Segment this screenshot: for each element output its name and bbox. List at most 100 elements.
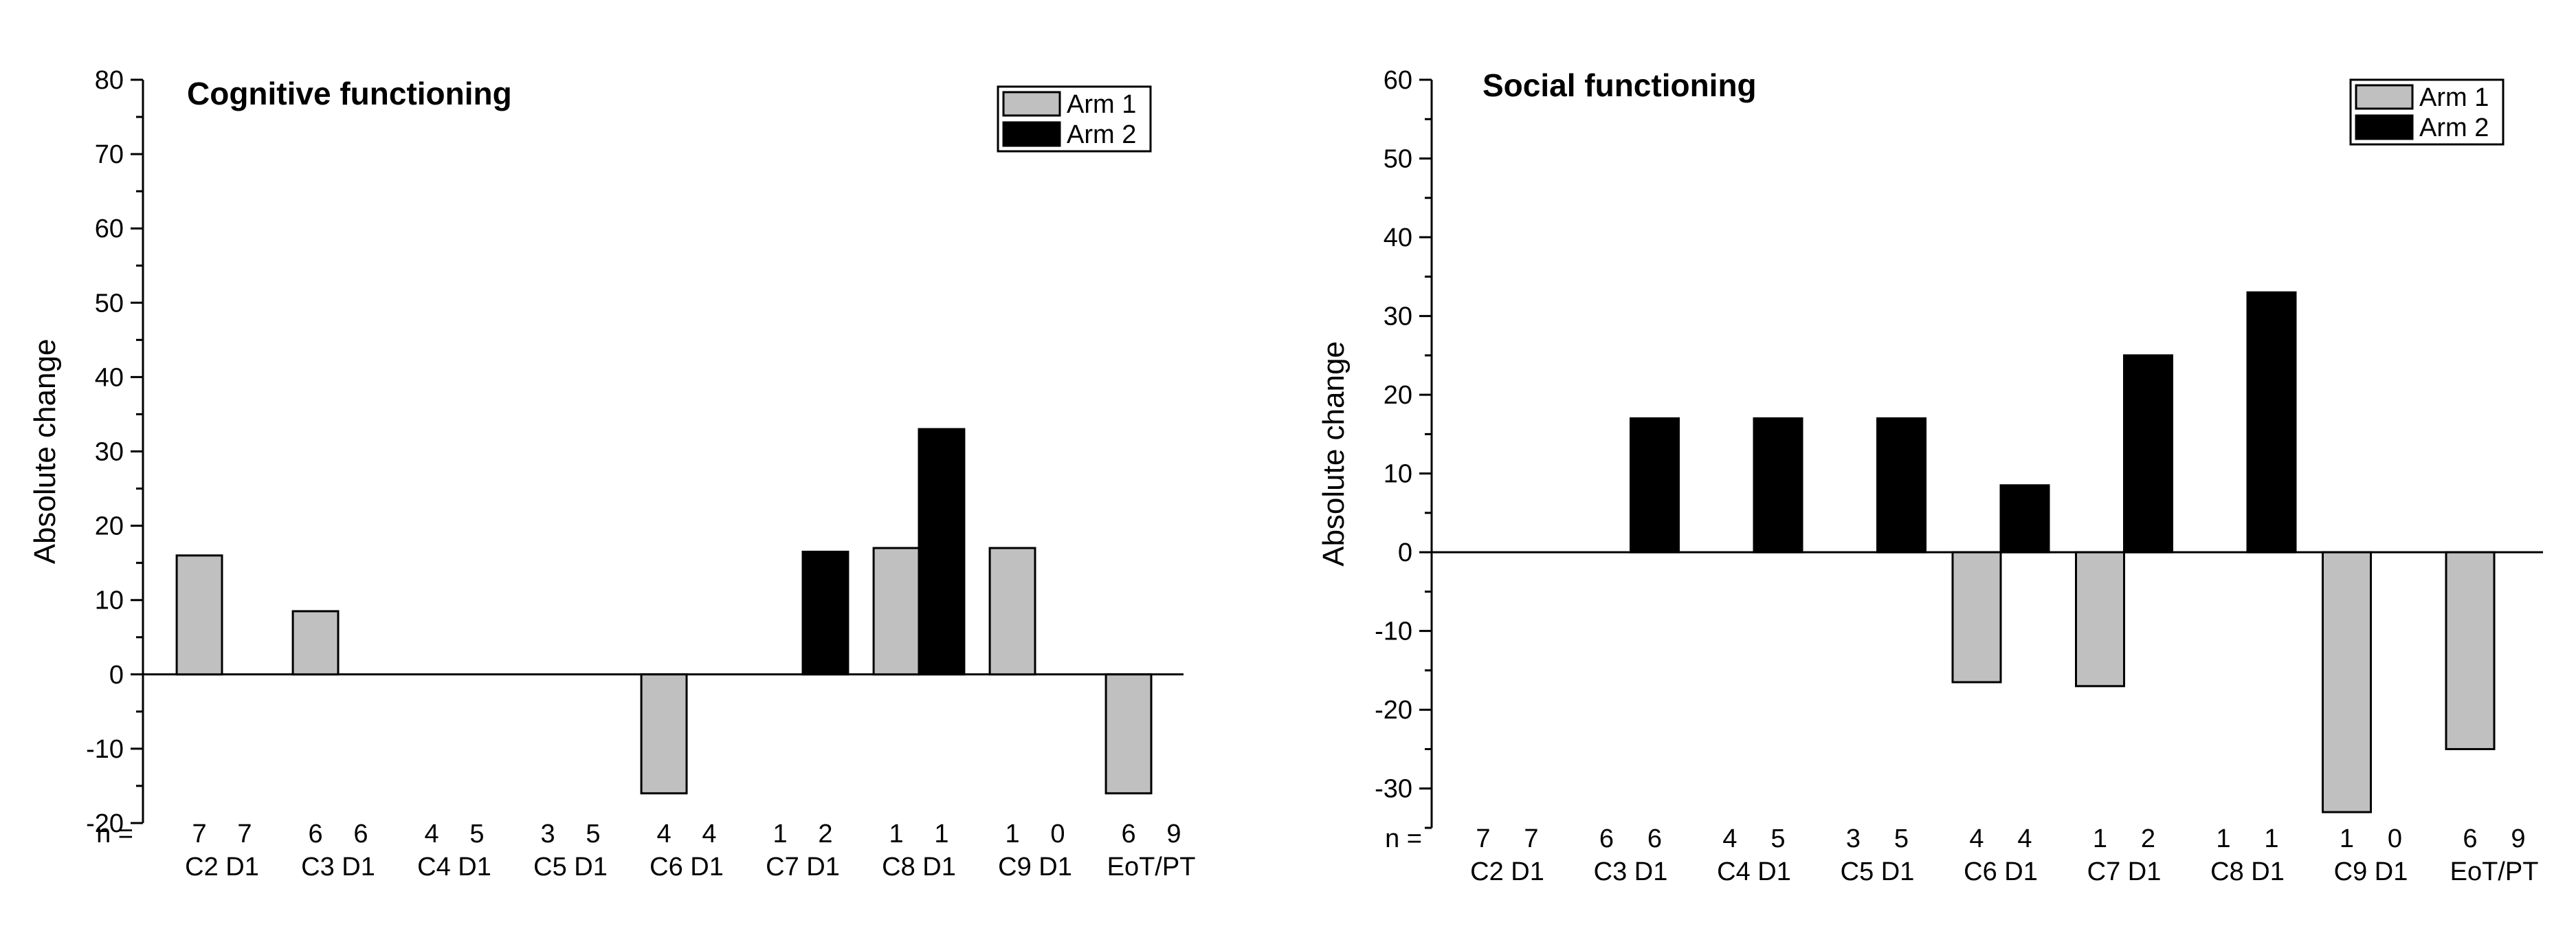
legend-label: Arm 2	[2419, 113, 2489, 142]
bar-arm-1	[291, 610, 340, 676]
n-arm1: 4	[424, 820, 438, 848]
n-arm2: 6	[1647, 824, 1662, 853]
n-arm1: 1	[2216, 824, 2230, 853]
n-arm2: 5	[586, 820, 600, 848]
bar-arm-2	[1999, 484, 2050, 554]
n-arm1: 3	[540, 820, 555, 848]
chart-title: Cognitive functioning	[187, 76, 512, 111]
legend-swatch-arm-1	[1002, 91, 1061, 117]
x-category-label: C2 D1	[185, 853, 259, 881]
y-tick-label: 20	[95, 512, 124, 541]
x-category-label: EoT/PT	[2450, 857, 2539, 886]
y-tick-label: 70	[95, 140, 124, 169]
n-arm2: 2	[818, 820, 832, 848]
y-tick-label: 50	[1384, 145, 1412, 174]
x-category-label: C2 D1	[1470, 857, 1544, 886]
legend-swatch-arm-1	[2355, 84, 2414, 110]
n-arm1: 1	[1005, 820, 1019, 848]
y-tick-label: -20	[86, 809, 124, 838]
n-arm1: 1	[889, 820, 903, 848]
n-arm2: 5	[1894, 824, 1909, 853]
n-arm1: 1	[2340, 824, 2354, 853]
y-tick-label: 60	[1384, 66, 1412, 95]
n-arm2: 6	[353, 820, 368, 848]
n-arm2: 1	[934, 820, 948, 848]
n-arm1: 6	[308, 820, 322, 848]
bar-arm-1	[872, 547, 920, 676]
x-category-label: C3 D1	[1594, 857, 1668, 886]
y-tick-label: 50	[95, 289, 124, 318]
y-tick-label: 0	[109, 661, 124, 690]
x-category-label: C9 D1	[998, 853, 1072, 881]
n-arm1: 4	[1969, 824, 1984, 853]
x-category-label: C8 D1	[2210, 857, 2285, 886]
n-arm2: 7	[237, 820, 252, 848]
n-arm1: 1	[773, 820, 787, 848]
bar-arm-1	[988, 547, 1036, 676]
n-arm1: 1	[2093, 824, 2107, 853]
bar-arm-1	[175, 554, 223, 676]
bar-arm-1	[640, 673, 688, 795]
x-category-label: C7 D1	[766, 853, 840, 881]
legend-label: Arm 1	[1067, 90, 1136, 119]
x-category-label: EoT/PT	[1107, 853, 1196, 881]
y-tick-label: 10	[1384, 460, 1412, 489]
x-category-label: C6 D1	[649, 853, 724, 881]
x-category-label: C6 D1	[1964, 857, 2038, 886]
bar-arm-2	[1753, 417, 1803, 554]
y-tick-label: 60	[95, 215, 124, 243]
n-arm2: 4	[2017, 824, 2032, 853]
legend-swatch-arm-2	[1002, 121, 1061, 147]
y-axis-label: Absolute change	[28, 339, 62, 565]
n-arm1: 3	[1846, 824, 1861, 853]
chart-panel-1: Cognitive functioning Absolute change -20 -…	[28, 66, 1195, 881]
legend-label: Arm 1	[2419, 83, 2489, 112]
chart-panel-2: Social functioning Absolute change -30 -20 -…	[1317, 66, 2543, 886]
n-arm1: 6	[1121, 820, 1135, 848]
x-category-label: C8 D1	[882, 853, 956, 881]
y-tick-label: -10	[86, 735, 124, 764]
y-tick-label: 80	[95, 66, 124, 95]
n-arm2: 4	[702, 820, 716, 848]
x-category-label: C4 D1	[417, 853, 491, 881]
n-arm1: 6	[1599, 824, 1614, 853]
bar-arm-2	[1630, 417, 1680, 554]
n-label: n =	[96, 820, 133, 848]
n-arm2: 9	[2511, 824, 2525, 853]
y-tick-label: 0	[1398, 538, 1412, 567]
bar-arm-1	[1104, 673, 1153, 795]
x-category-label: C9 D1	[2334, 857, 2408, 886]
x-category-label: C4 D1	[1717, 857, 1791, 886]
n-arm1: 4	[1722, 824, 1737, 853]
bar-arm-2	[2246, 291, 2297, 554]
n-label: n =	[1385, 824, 1422, 853]
bar-arm-2	[2123, 354, 2174, 554]
bar-arm-1	[2074, 551, 2126, 688]
n-arm2: 5	[469, 820, 484, 848]
n-arm2: 5	[1770, 824, 1785, 853]
y-axis-label: Absolute change	[1317, 341, 1351, 567]
y-tick-label: -20	[1375, 696, 1412, 725]
x-category-label: C7 D1	[2087, 857, 2162, 886]
n-arm2: 0	[1050, 820, 1065, 848]
chart-title: Social functioning	[1483, 67, 1757, 103]
n-arm2: 0	[2388, 824, 2402, 853]
y-tick-label: -10	[1375, 617, 1412, 646]
n-arm1: 7	[1476, 824, 1490, 853]
n-arm2: 7	[1524, 824, 1538, 853]
y-tick-label: 30	[1384, 303, 1412, 331]
legend-swatch-arm-2	[2355, 114, 2414, 140]
bar-arm-2	[918, 428, 966, 676]
n-arm2: 9	[1166, 820, 1181, 848]
bar-arm-1	[2445, 551, 2496, 750]
x-category-label: C5 D1	[1841, 857, 1915, 886]
x-category-label: C5 D1	[533, 853, 608, 881]
n-arm2: 1	[2264, 824, 2278, 853]
y-tick-label: 40	[95, 363, 124, 392]
bar-arm-1	[2321, 551, 2373, 813]
y-tick-label: 30	[95, 438, 124, 467]
